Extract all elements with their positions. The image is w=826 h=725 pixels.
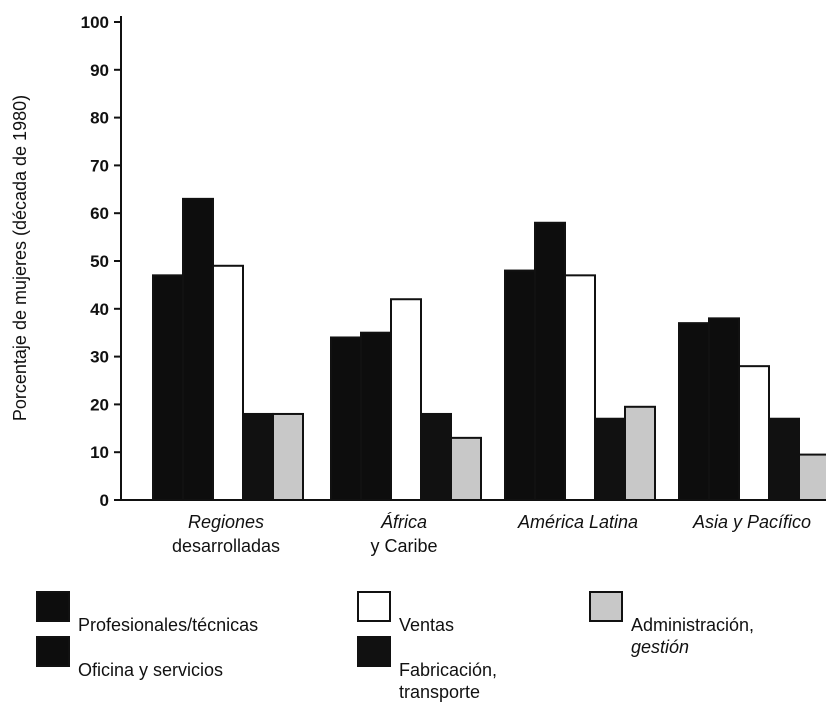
bar <box>272 412 304 501</box>
y-tick-label: 30 <box>90 348 109 367</box>
bar <box>212 264 244 501</box>
y-tick-label: 20 <box>90 395 109 414</box>
bar <box>152 274 184 501</box>
x-tick-label: África <box>380 512 427 532</box>
bar-chart: 0 10 20 30 40 50 60 70 80 90 100 Regiones desarroll… <box>10 13 826 556</box>
bar <box>182 197 214 502</box>
bar <box>798 453 826 501</box>
bar <box>242 412 274 501</box>
y-tick-label: 90 <box>90 61 109 80</box>
x-tick-label: Regiones <box>188 512 264 532</box>
y-tick-label: 40 <box>90 300 109 319</box>
y-tick-label: 60 <box>90 204 109 223</box>
bar <box>678 322 710 502</box>
x-tick-label: Asia y Pacífico <box>692 512 811 532</box>
bar <box>390 298 422 501</box>
bar <box>768 417 800 501</box>
bar <box>624 405 656 502</box>
bar <box>738 365 770 501</box>
bar <box>360 331 392 502</box>
bars <box>152 197 826 502</box>
y-tick-label: 80 <box>90 109 109 128</box>
bar <box>534 221 566 501</box>
x-tick-label-line2: y Caribe <box>370 536 437 556</box>
y-tick-label: 0 <box>100 491 109 510</box>
bar <box>330 336 362 502</box>
legend-label-fabricacion-line2: transporte <box>399 682 481 702</box>
y-axis-title: Porcentaje de mujeres (década de 1980) <box>10 95 30 421</box>
x-tick-label-line2: desarrolladas <box>172 536 280 556</box>
y-tick-label: 100 <box>81 13 109 32</box>
bar <box>708 317 740 501</box>
x-tick-label: América Latina <box>517 512 638 532</box>
bar <box>564 274 596 501</box>
y-tick-label: 10 <box>90 443 109 462</box>
x-axis-labels: Regiones desarrolladas África y Caribe Améri… <box>172 512 811 556</box>
y-tick-label: 70 <box>90 156 109 175</box>
bar <box>594 417 626 501</box>
bar <box>450 436 482 501</box>
bar <box>420 412 452 501</box>
y-tick-label: 50 <box>90 252 109 271</box>
bar <box>504 269 536 501</box>
